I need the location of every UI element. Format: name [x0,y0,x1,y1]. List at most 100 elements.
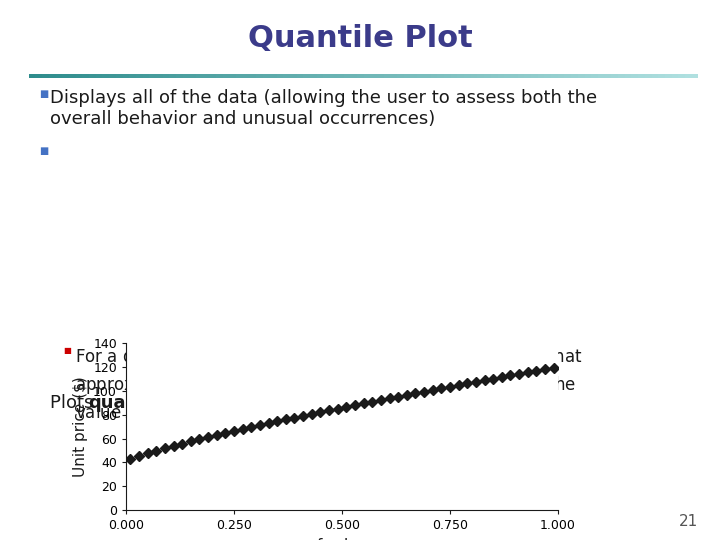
Bar [63,74,69,78]
Bar [203,74,210,78]
Bar [290,74,297,78]
Bar [55,74,63,78]
Bar [183,74,189,78]
Bar [116,74,122,78]
Bar [130,74,136,78]
Text: ■: ■ [40,89,49,99]
Bar [69,74,76,78]
Bar [357,74,364,78]
Bar [236,74,243,78]
Bar [518,74,524,78]
Bar [531,74,538,78]
Text: quantile: quantile [89,394,172,412]
Bar [397,74,404,78]
Bar [424,74,431,78]
Bar [598,74,605,78]
Bar [35,74,42,78]
Bar [250,74,256,78]
Text: ■: ■ [40,146,49,156]
Bar [156,74,163,78]
Bar [591,74,598,78]
Bar [658,74,665,78]
Bar [109,74,116,78]
Bar [484,74,491,78]
Text: ■: ■ [63,346,71,355]
Bar [49,74,55,78]
Bar [578,74,585,78]
Bar [223,74,230,78]
Bar [645,74,652,78]
Bar [692,74,698,78]
Bar [89,74,96,78]
Bar [390,74,397,78]
Bar [256,74,264,78]
Text: information: information [146,394,256,412]
Bar [410,74,417,78]
Bar [504,74,511,78]
Bar [310,74,317,78]
Bar [498,74,504,78]
Text: Quantile Plot: Quantile Plot [248,24,472,53]
Bar [82,74,89,78]
Bar [558,74,564,78]
Bar [618,74,625,78]
Bar [264,74,270,78]
Bar [276,74,283,78]
X-axis label: f-value: f-value [316,538,368,540]
Bar [303,74,310,78]
Bar [102,74,109,78]
Bar [431,74,437,78]
Bar [477,74,484,78]
Bar [404,74,410,78]
Bar [143,74,149,78]
Bar [176,74,183,78]
Bar [270,74,276,78]
Bar [96,74,102,78]
Bar [189,74,197,78]
Bar [491,74,498,78]
Bar [297,74,303,78]
Bar [524,74,531,78]
Bar [451,74,457,78]
Bar [605,74,611,78]
Bar [551,74,558,78]
Bar [417,74,424,78]
Bar [350,74,357,78]
Bar [169,74,176,78]
Bar [343,74,350,78]
Bar [122,74,130,78]
Bar [29,74,35,78]
Bar [564,74,571,78]
Bar [437,74,444,78]
Bar [585,74,591,78]
Bar [230,74,236,78]
Bar [464,74,471,78]
Bar [638,74,645,78]
Bar [571,74,578,78]
Bar [42,74,49,78]
Bar [377,74,384,78]
Bar [685,74,692,78]
Y-axis label: Unit price ($): Unit price ($) [73,376,88,477]
Bar [678,74,685,78]
Bar [631,74,638,78]
Bar [611,74,618,78]
Bar [210,74,216,78]
Bar [665,74,672,78]
Bar [283,74,290,78]
Bar [652,74,658,78]
Bar [163,74,169,78]
Bar [364,74,370,78]
Bar [317,74,323,78]
Bar [457,74,464,78]
Bar [136,74,143,78]
Text: Displays all of the data (allowing the user to assess both the
overall behavior : Displays all of the data (allowing the u… [50,89,598,128]
Bar [384,74,390,78]
Bar [149,74,156,78]
Bar [471,74,477,78]
Bar [76,74,82,78]
Text: Plots: Plots [50,394,99,412]
Bar [538,74,544,78]
Bar [672,74,678,78]
Bar [625,74,631,78]
